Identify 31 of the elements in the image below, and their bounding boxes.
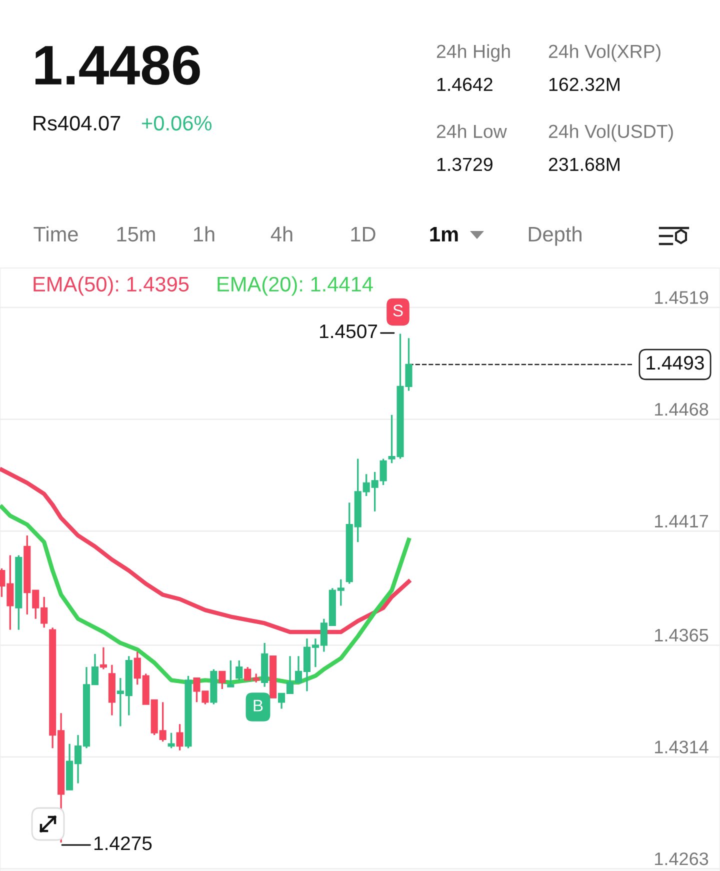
- annotation: 1.4275: [94, 836, 152, 850]
- annotation: 1.4507: [320, 324, 378, 338]
- text: Time: [34, 226, 78, 242]
- y-tick-label: 1.4263: [655, 852, 708, 866]
- annotation: S: [393, 304, 403, 316]
- text: +0.06%: [142, 116, 212, 131]
- annotation: B: [254, 700, 263, 712]
- text: 1.3729: [437, 158, 492, 172]
- y-tick-label: 1.4365: [655, 628, 708, 642]
- text: Rs404.07: [34, 116, 120, 131]
- y-tick-label: 1.4468: [655, 402, 708, 416]
- text: EMA(20): 1.4414: [218, 276, 373, 296]
- text: 24h Vol(XRP): [548, 44, 660, 62]
- text: 24h High: [436, 44, 510, 62]
- text: 15m: [117, 227, 155, 242]
- text: Depth: [528, 226, 582, 246]
- text: 1h: [194, 226, 214, 242]
- text: 1D: [351, 227, 376, 242]
- text: 231.68M: [548, 158, 620, 172]
- text: 24h Low: [436, 124, 507, 138]
- y-tick-label: 1.4519: [655, 291, 708, 304]
- ref-line-label: 1.4493: [646, 356, 704, 370]
- text: 4h: [270, 226, 292, 242]
- text: 1m: [430, 227, 458, 242]
- text: 1.4642: [437, 78, 492, 92]
- text: EMA(50): 1.4395: [34, 276, 189, 296]
- text: 1.4486: [36, 46, 200, 85]
- text: 162.32M: [549, 78, 620, 92]
- text: 24h Vol(USDT): [548, 124, 673, 142]
- y-tick-label: 1.4417: [655, 514, 708, 528]
- y-tick-label: 1.4314: [655, 740, 708, 754]
